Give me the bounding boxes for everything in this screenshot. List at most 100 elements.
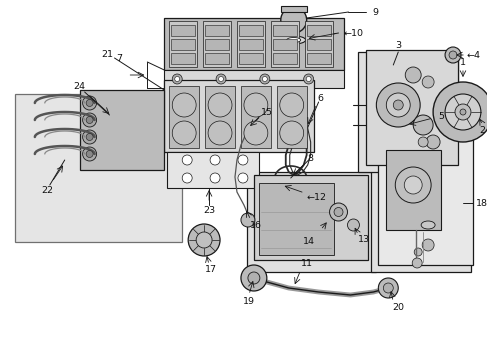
Circle shape (238, 155, 247, 165)
Text: 7: 7 (116, 54, 122, 63)
Text: 11: 11 (300, 260, 312, 269)
Text: 9: 9 (371, 8, 378, 17)
Circle shape (444, 94, 480, 130)
Circle shape (262, 77, 267, 81)
Ellipse shape (420, 221, 434, 229)
Bar (164, 18, 343, 70)
Text: 3: 3 (394, 41, 401, 50)
Ellipse shape (286, 37, 300, 42)
Bar (171, 25, 195, 36)
Text: ←4: ←4 (466, 50, 480, 59)
Bar (204, 25, 228, 36)
Bar (239, 53, 263, 64)
Circle shape (448, 51, 456, 59)
Circle shape (259, 74, 269, 84)
Circle shape (218, 77, 223, 81)
Circle shape (413, 248, 421, 256)
Circle shape (174, 77, 180, 81)
Circle shape (386, 93, 409, 117)
Circle shape (188, 224, 220, 256)
Bar (169, 21, 197, 67)
Circle shape (82, 113, 97, 127)
Circle shape (172, 74, 182, 84)
Circle shape (411, 258, 421, 268)
Circle shape (86, 134, 93, 140)
Bar (258, 183, 333, 255)
Bar (358, 52, 457, 172)
Bar (241, 86, 270, 148)
Circle shape (82, 130, 97, 144)
Circle shape (279, 93, 303, 117)
Bar (167, 152, 258, 188)
Text: 2: 2 (478, 126, 484, 135)
Bar (272, 25, 296, 36)
Circle shape (196, 232, 212, 248)
Circle shape (425, 135, 439, 149)
Text: 18: 18 (475, 198, 487, 207)
Circle shape (210, 173, 220, 183)
Circle shape (182, 155, 192, 165)
Bar (304, 21, 332, 67)
Bar (204, 53, 228, 64)
Circle shape (280, 7, 306, 33)
Circle shape (421, 76, 433, 88)
Text: 5: 5 (437, 112, 443, 121)
Circle shape (404, 176, 421, 194)
Circle shape (244, 93, 267, 117)
Circle shape (383, 283, 392, 293)
Bar (239, 25, 263, 36)
Bar (276, 86, 306, 148)
Bar (171, 39, 195, 50)
Circle shape (333, 207, 342, 216)
Circle shape (244, 121, 267, 145)
Bar (246, 172, 376, 272)
Bar (386, 150, 440, 230)
Text: 16: 16 (249, 220, 262, 230)
Bar (164, 70, 343, 88)
Bar (280, 6, 306, 12)
Circle shape (208, 93, 231, 117)
Bar (204, 39, 228, 50)
Bar (204, 86, 235, 148)
Bar (306, 39, 330, 50)
Text: 1: 1 (459, 58, 465, 67)
Text: 21: 21 (102, 50, 113, 59)
Circle shape (303, 74, 313, 84)
Circle shape (412, 115, 432, 135)
Bar (272, 39, 296, 50)
Circle shape (459, 109, 465, 115)
Bar (272, 53, 296, 64)
Text: 15: 15 (260, 108, 272, 117)
Text: ←10: ←10 (343, 28, 363, 37)
Bar (306, 53, 330, 64)
Circle shape (82, 96, 97, 110)
Text: ←12: ←12 (306, 193, 326, 202)
Circle shape (305, 77, 310, 81)
Circle shape (82, 147, 97, 161)
Text: 6: 6 (317, 94, 323, 103)
Bar (169, 86, 199, 148)
Circle shape (392, 100, 403, 110)
Text: 24: 24 (74, 81, 85, 90)
Circle shape (241, 213, 254, 227)
Bar (239, 39, 263, 50)
Text: 22: 22 (41, 185, 54, 194)
Circle shape (432, 82, 488, 142)
Circle shape (182, 173, 192, 183)
Circle shape (378, 278, 397, 298)
Bar (237, 21, 264, 67)
Circle shape (454, 104, 470, 120)
Circle shape (86, 150, 93, 158)
Circle shape (444, 47, 460, 63)
Bar (80, 90, 164, 170)
Circle shape (172, 121, 196, 145)
Text: 14: 14 (302, 238, 314, 247)
Circle shape (216, 74, 225, 84)
Circle shape (279, 121, 303, 145)
Circle shape (417, 137, 427, 147)
Bar (270, 21, 298, 67)
Circle shape (172, 93, 196, 117)
Bar (370, 124, 470, 272)
Circle shape (86, 117, 93, 123)
Circle shape (86, 99, 93, 107)
